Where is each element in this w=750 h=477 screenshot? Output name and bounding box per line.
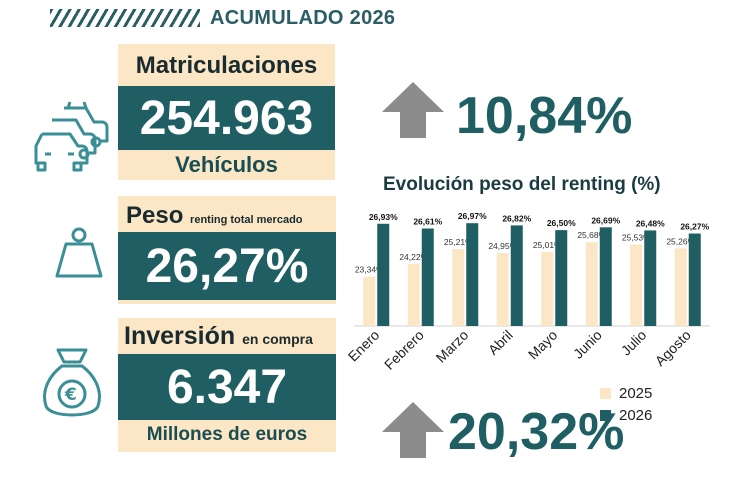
- data-label-2026-abril: 26,82%: [502, 213, 531, 223]
- x-tick-label-julio: Julio: [618, 327, 650, 359]
- investment-title: Inversión en compra: [124, 322, 313, 351]
- data-label-2026-marzo: 26,97%: [458, 211, 487, 221]
- data-label-2026-julio: 26,48%: [636, 218, 665, 228]
- bar-2026-mayo: [555, 230, 568, 326]
- money-bag-icon: €: [40, 346, 104, 422]
- bar-2025-mayo: [541, 252, 554, 326]
- bar-2026-febrero: [421, 228, 434, 326]
- bar-2026-abril: [510, 225, 523, 326]
- legend-swatch-2025: [600, 387, 611, 399]
- x-tick-label-abril: Abril: [485, 327, 516, 358]
- data-label-2026-febrero: 26,61%: [413, 217, 442, 227]
- data-label-2025-enero: 23,34%: [355, 265, 384, 275]
- legend-label-2026: 2026: [619, 406, 653, 424]
- svg-text:€: €: [64, 385, 77, 405]
- x-tick-label-junio: Junio: [570, 327, 605, 362]
- investment-value: 6.347: [118, 354, 336, 420]
- legend-swatch-2026: [600, 409, 611, 421]
- legend-label-2025: 2025: [619, 384, 653, 402]
- bar-2025-junio: [585, 242, 598, 326]
- share-subtitle: renting total mercado: [190, 214, 303, 226]
- header-title: ACUMULADO 2026: [210, 6, 396, 29]
- up-arrow-icon: [382, 402, 444, 463]
- investment-subtitle: en compra: [242, 331, 313, 347]
- bar-2026-julio: [644, 230, 657, 326]
- bar-2025-enero: [363, 276, 376, 326]
- data-label-2025-marzo: 25,21%: [444, 237, 473, 247]
- x-tick-label-enero: Enero: [345, 327, 383, 365]
- chart-legend: 2025 2026: [600, 382, 652, 426]
- data-label-2025-agosto: 25,26%: [666, 236, 695, 246]
- investment-growth: 20,32%: [448, 403, 625, 461]
- registrations-card: Matriculaciones 254.963 Vehículos: [118, 44, 335, 180]
- share-card: Peso renting total mercado 26,27%: [118, 196, 336, 304]
- bar-2026-junio: [599, 227, 612, 326]
- bar-2026-marzo: [466, 223, 479, 326]
- data-label-2026-agosto: 26,27%: [680, 222, 709, 232]
- legend-item-2026: 2026: [600, 404, 652, 426]
- share-value: 26,27%: [118, 232, 336, 300]
- legend-item-2025: 2025: [600, 382, 652, 404]
- x-tick-label-mayo: Mayo: [525, 327, 561, 363]
- cars-icon: [34, 94, 118, 174]
- bar-2026-enero: [377, 223, 390, 326]
- x-tick-label-febrero: Febrero: [381, 327, 427, 373]
- share-title: Peso renting total mercado: [126, 202, 303, 230]
- weight-icon: [54, 226, 104, 280]
- header: ACUMULADO 2026: [50, 6, 395, 30]
- x-tick-label-marzo: Marzo: [433, 327, 472, 366]
- investment-title-main: Inversión: [124, 322, 236, 350]
- data-label-2025-febrero: 24,22%: [399, 252, 428, 262]
- data-label-2026-enero: 26,93%: [369, 212, 398, 222]
- bar-2026-agosto: [688, 233, 701, 326]
- up-arrow-icon: [382, 82, 444, 143]
- data-label-2025-julio: 25,53%: [622, 232, 651, 242]
- registrations-unit: Vehículos: [175, 152, 278, 177]
- bar-2025-julio: [630, 244, 643, 326]
- data-label-2025-mayo: 25,01%: [533, 240, 562, 250]
- bar-2025-febrero: [407, 263, 420, 326]
- share-title-main: Peso: [126, 202, 184, 229]
- x-tick-label-agosto: Agosto: [652, 327, 694, 369]
- chart-title: Evolución peso del renting (%): [383, 174, 661, 195]
- data-label-2025-junio: 25,68%: [577, 230, 606, 240]
- bar-2025-abril: [496, 252, 509, 326]
- bar-2025-agosto: [674, 248, 687, 326]
- registrations-title: Matriculaciones: [135, 52, 318, 79]
- data-label-2026-junio: 26,69%: [591, 215, 620, 225]
- header-stripes: [50, 9, 200, 27]
- investment-unit: Millones de euros: [146, 424, 308, 445]
- data-label-2025-abril: 24,95%: [488, 241, 517, 251]
- data-label-2026-mayo: 26,50%: [547, 218, 576, 228]
- registrations-growth: 10,84%: [456, 87, 633, 145]
- registrations-value: 254.963: [118, 86, 335, 150]
- investment-card: Inversión en compra 6.347 Millones de eu…: [118, 318, 336, 452]
- bar-2025-marzo: [452, 249, 465, 326]
- renting-share-chart: 23,34% 26,93% Enero 24,22% 26,61% Febrero 25,2…: [345, 211, 710, 373]
